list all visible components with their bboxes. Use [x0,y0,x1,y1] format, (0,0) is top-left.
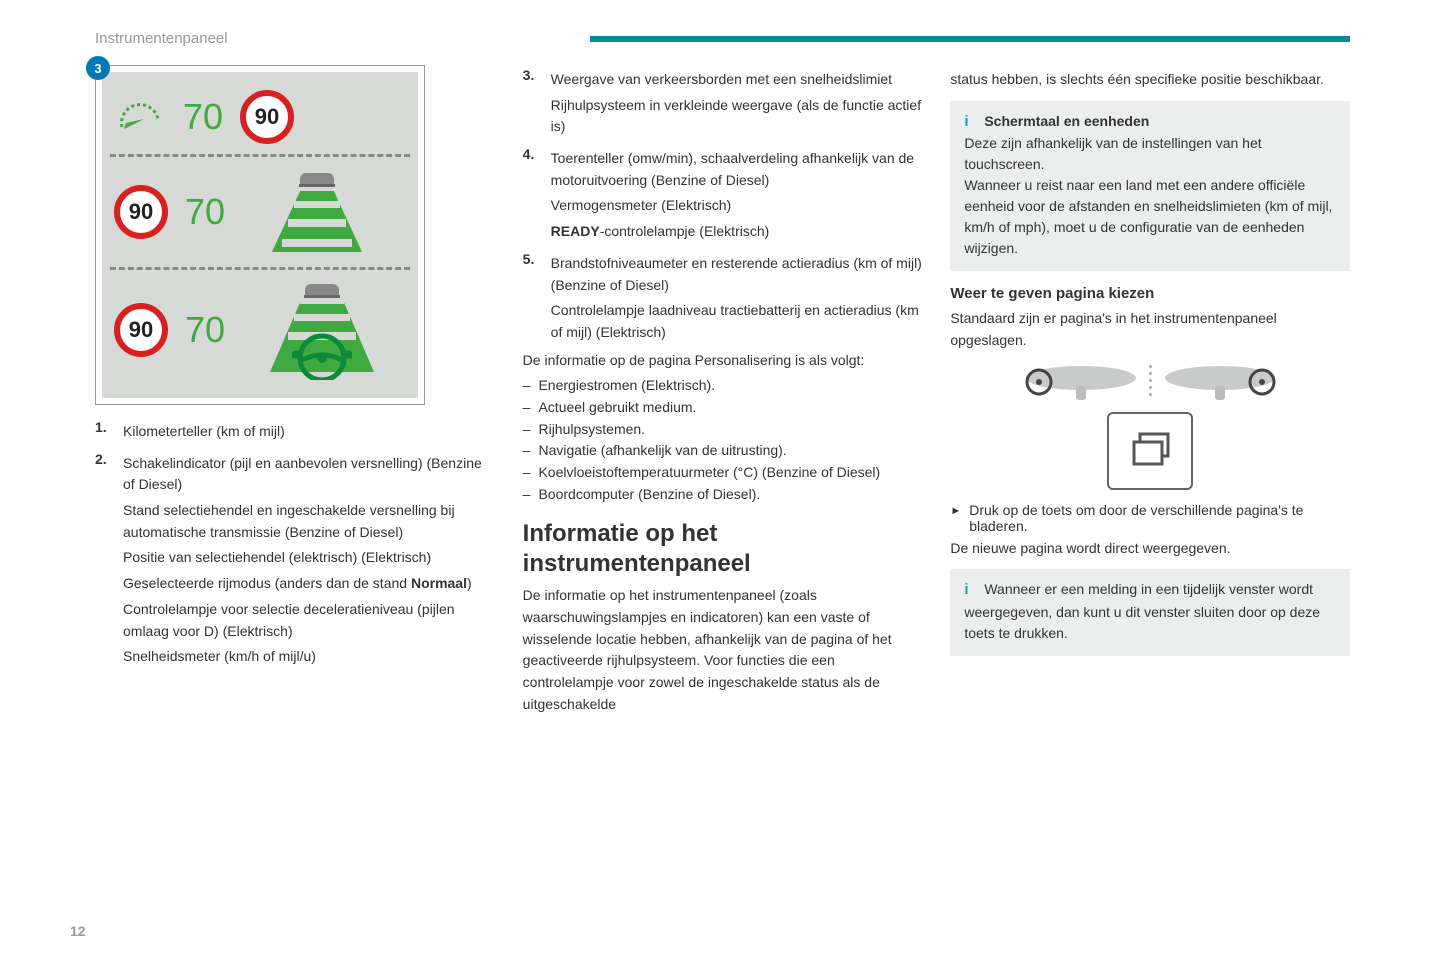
column-3: status hebben, is slechts één specifieke… [950,65,1350,720]
cruise-speed-value: 70 [178,191,232,233]
cruise-speed-value: 70 [178,309,232,351]
list-number: 5. [523,249,541,346]
steering-paddle-illustration [950,360,1350,402]
list-text: Controlelampje voor selectie deceleratie… [123,599,495,642]
body-text: Standaard zijn er pagina's in het instru… [950,308,1350,351]
steering-left-icon [1021,360,1141,402]
info-box-units: Schermtaal en eenheden Deze zijn afhanke… [950,101,1350,272]
list-item: 5. Brandstofniveaumeter en resterende ac… [523,249,923,346]
personalisation-bullets: Energiestromen (Elektrisch). Actueel geb… [523,375,923,505]
subsection-heading: Weer te geven pagina kiezen [950,285,1350,302]
callout-badge-3: 3 [86,56,110,80]
divider-dots [1149,365,1152,396]
list-text: Schakelindicator (pijl en aanbevolen ver… [123,453,495,496]
cruise-control-icon [114,97,166,137]
column-1: 3 70 90 90 70 [95,65,495,720]
speed-limit-sign: 90 [114,303,168,357]
section-paragraph: De informatie op het instrumentenpaneel … [523,585,923,715]
list-item: 2. Schakelindicator (pijl en aanbevolen … [95,449,495,670]
list-item: 3. Weergave van verkeersborden met een s… [523,65,923,140]
list-text: READY-controlelampje (Elektrisch) [551,221,923,243]
info-icon [964,111,978,134]
list-text: Geselecteerde rijmodus (anders dan de st… [123,573,495,595]
list-text: Snelheidsmeter (km/h of mijl/u) [123,646,495,668]
bullet-item: Energiestromen (Elektrisch). [523,375,923,397]
bullet-item: Navigatie (afhankelijk van de uitrusting… [523,440,923,462]
info-box-body: Deze zijn afhankelijk van de instellinge… [964,135,1332,256]
list-number: 3. [523,65,541,140]
intro-text: De informatie op de pagina Personaliseri… [523,350,923,372]
list-number: 4. [523,144,541,245]
list-item: 4. Toerenteller (omw/min), schaalverdeli… [523,144,923,245]
info-box-message: Wanneer er een melding in een tijdelijk … [950,569,1350,656]
list-text: Stand selectiehendel en ingeschakelde ve… [123,500,495,543]
page-number: 12 [70,923,86,939]
list-text: Controlelampje laadniveau tractiebatteri… [551,300,923,343]
page-cycle-button-illustration [1107,412,1193,490]
list-text: Weergave van verkeersborden met een snel… [551,69,923,91]
list-text: Vermogensmeter (Elektrisch) [551,195,923,217]
legend-list-col2: 3. Weergave van verkeersborden met een s… [523,65,923,346]
dashboard-illustration: 3 70 90 90 70 [95,65,425,405]
bullet-item: Boordcomputer (Benzine of Diesel). [523,484,923,506]
body-text: De nieuwe pagina wordt direct weergegeve… [950,538,1350,560]
legend-list-col1: 1. Kilometerteller (km of mijl) 2. Schak… [95,417,495,670]
list-text: Kilometerteller (km of mijl) [123,421,285,443]
lane-assist-steering-icon [242,280,407,380]
bullet-item: Rijhulpsystemen. [523,419,923,441]
lane-assist-icon [242,167,392,257]
continued-text: status hebben, is slechts één specifieke… [950,69,1350,91]
section-heading: Informatie op het instrumentenpaneel [523,519,923,579]
page-header-title: Instrumentenpaneel [95,30,228,47]
speed-limit-sign: 90 [114,185,168,239]
header-accent-bar [590,36,1350,42]
info-box-body: Wanneer er een melding in een tijdelijk … [964,581,1320,641]
info-icon [964,579,978,602]
bullet-item: Actueel gebruikt medium. [523,397,923,419]
info-box-title: Schermtaal en eenheden [984,113,1149,129]
steering-right-icon [1160,360,1280,402]
list-number: 1. [95,417,113,445]
stacked-pages-icon [1126,430,1174,472]
instruction-text: Druk op de toets om door de verschillend… [950,502,1350,534]
speed-limit-sign: 90 [240,90,294,144]
list-text: Toerenteller (omw/min), schaalverdeling … [551,148,923,191]
list-number: 2. [95,449,113,670]
list-item: 1. Kilometerteller (km of mijl) [95,417,495,445]
list-text: Positie van selectiehendel (elektrisch) … [123,547,495,569]
column-2: 3. Weergave van verkeersborden met een s… [523,65,923,720]
list-text: Rijhulpsysteem in verkleinde weergave (a… [551,95,923,138]
cruise-speed-value: 70 [176,96,230,138]
list-text: Brandstofniveaumeter en resterende actie… [551,253,923,296]
bullet-item: Koelvloeistoftemperatuurmeter (°C) (Benz… [523,462,923,484]
